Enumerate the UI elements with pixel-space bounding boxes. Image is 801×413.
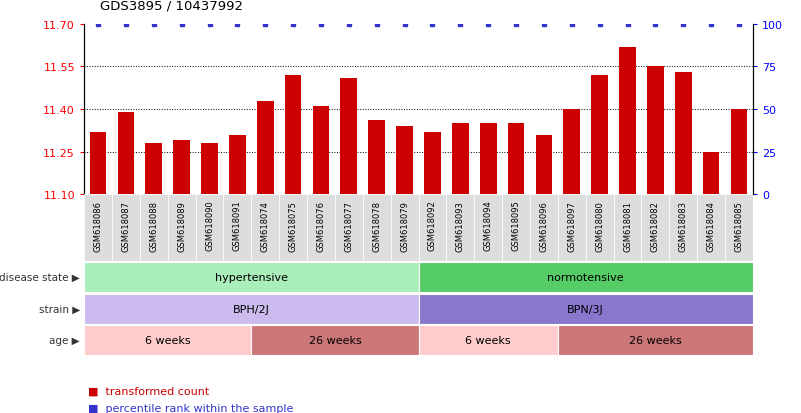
Text: GDS3895 / 10437992: GDS3895 / 10437992 <box>100 0 244 12</box>
Bar <box>670 195 697 261</box>
Text: GSM618075: GSM618075 <box>288 200 298 251</box>
Bar <box>173 141 190 195</box>
Text: GSM618079: GSM618079 <box>400 200 409 251</box>
Text: GSM618097: GSM618097 <box>567 200 576 251</box>
Text: 26 weeks: 26 weeks <box>308 335 361 345</box>
Bar <box>647 67 664 195</box>
Text: GSM618096: GSM618096 <box>539 200 549 251</box>
Bar <box>586 195 614 261</box>
Bar <box>725 195 753 261</box>
Bar <box>508 124 525 195</box>
Bar <box>731 110 747 195</box>
Text: normotensive: normotensive <box>547 273 624 282</box>
Bar <box>223 195 252 261</box>
Text: GSM618095: GSM618095 <box>512 200 521 251</box>
Bar <box>480 124 497 195</box>
Bar <box>557 195 586 261</box>
Bar <box>591 76 608 195</box>
Text: GSM618078: GSM618078 <box>372 200 381 251</box>
Text: ■  percentile rank within the sample: ■ percentile rank within the sample <box>88 404 293 413</box>
Bar <box>84 294 418 324</box>
Bar <box>118 113 135 195</box>
Bar <box>642 195 670 261</box>
Text: GSM618083: GSM618083 <box>678 200 688 251</box>
Bar <box>702 152 719 195</box>
Bar <box>84 195 112 261</box>
Text: GSM618085: GSM618085 <box>735 200 743 251</box>
Text: 6 weeks: 6 weeks <box>145 335 191 345</box>
Text: GSM618084: GSM618084 <box>706 200 715 251</box>
Bar <box>418 294 753 324</box>
Text: BPH/2J: BPH/2J <box>233 304 270 314</box>
Bar <box>285 76 301 195</box>
Bar <box>363 195 391 261</box>
Text: GSM618093: GSM618093 <box>456 200 465 251</box>
Bar <box>557 325 753 355</box>
Bar <box>418 195 446 261</box>
Text: GSM618086: GSM618086 <box>94 200 103 251</box>
Text: GSM618088: GSM618088 <box>149 200 159 251</box>
Bar <box>697 195 725 261</box>
Text: 6 weeks: 6 weeks <box>465 335 511 345</box>
Text: disease state ▶: disease state ▶ <box>0 273 80 282</box>
Text: 26 weeks: 26 weeks <box>629 335 682 345</box>
Bar <box>112 195 140 261</box>
Bar <box>312 107 329 195</box>
Bar <box>396 127 413 195</box>
Text: strain ▶: strain ▶ <box>39 304 80 314</box>
Bar <box>201 144 218 195</box>
Text: GSM618076: GSM618076 <box>316 200 325 251</box>
Bar <box>452 124 469 195</box>
Bar <box>84 325 252 355</box>
Bar <box>307 195 335 261</box>
Text: age ▶: age ▶ <box>50 335 80 345</box>
Bar <box>280 195 307 261</box>
Bar <box>418 263 753 292</box>
Text: ■  transformed count: ■ transformed count <box>88 386 209 396</box>
Bar <box>536 135 553 195</box>
Bar <box>368 121 385 195</box>
Text: GSM618094: GSM618094 <box>484 200 493 251</box>
Bar <box>614 195 642 261</box>
Text: GSM618087: GSM618087 <box>122 200 131 251</box>
Bar <box>474 195 502 261</box>
Text: GSM618090: GSM618090 <box>205 200 214 251</box>
Bar <box>619 47 636 195</box>
Bar <box>391 195 418 261</box>
Text: GSM618081: GSM618081 <box>623 200 632 251</box>
Bar <box>167 195 195 261</box>
Bar <box>424 133 441 195</box>
Bar <box>257 101 274 195</box>
Bar <box>530 195 557 261</box>
Bar <box>84 263 418 292</box>
Bar <box>418 325 557 355</box>
Bar <box>146 144 162 195</box>
Bar <box>195 195 223 261</box>
Text: GSM618092: GSM618092 <box>428 200 437 251</box>
Text: GSM618077: GSM618077 <box>344 200 353 251</box>
Bar <box>90 133 107 195</box>
Text: hypertensive: hypertensive <box>215 273 288 282</box>
Text: GSM618080: GSM618080 <box>595 200 604 251</box>
Text: GSM618089: GSM618089 <box>177 200 186 251</box>
Bar <box>252 195 280 261</box>
Text: GSM618074: GSM618074 <box>261 200 270 251</box>
Text: GSM618091: GSM618091 <box>233 200 242 251</box>
Bar <box>335 195 363 261</box>
Text: GSM618082: GSM618082 <box>651 200 660 251</box>
Bar <box>675 73 691 195</box>
Bar <box>140 195 167 261</box>
Bar <box>252 325 418 355</box>
Text: BPN/3J: BPN/3J <box>567 304 604 314</box>
Bar <box>446 195 474 261</box>
Bar <box>502 195 530 261</box>
Bar <box>340 78 357 195</box>
Bar <box>229 135 246 195</box>
Bar <box>563 110 580 195</box>
